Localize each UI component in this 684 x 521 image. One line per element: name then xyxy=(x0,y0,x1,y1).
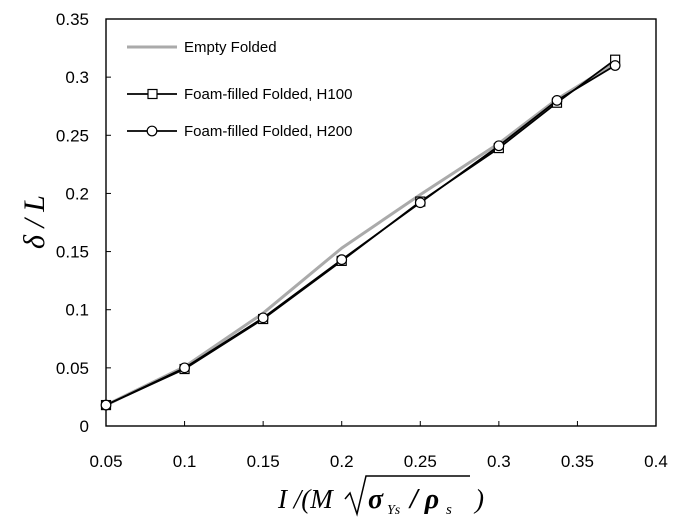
data-point-circle xyxy=(100,399,112,411)
legend: Empty Folded Foam-filled Folded, H100 Foam… xyxy=(127,39,352,140)
data-point-circle xyxy=(609,60,621,71)
data-point-circle xyxy=(336,254,348,266)
legend-marker-circle xyxy=(146,125,158,137)
y-tick-label: 0.1 xyxy=(65,301,89,320)
sigma-subscript: Ys xyxy=(387,503,401,518)
series-layer xyxy=(100,54,621,411)
series-line xyxy=(105,61,616,407)
x-tick-label: 0.1 xyxy=(173,452,197,471)
legend-marker-square xyxy=(147,88,158,100)
legend-label: Empty Folded xyxy=(184,39,277,56)
x-tick-label: 0.35 xyxy=(561,452,594,471)
data-point-circle xyxy=(414,197,426,209)
rho-symbol: / ρ xyxy=(408,484,439,515)
y-tick-label: 0.25 xyxy=(56,126,89,145)
y-tick-label: 0.35 xyxy=(56,10,89,29)
y-tick-label: 0.05 xyxy=(56,359,89,378)
data-point-circle xyxy=(257,312,269,324)
x-tick-label: 0.2 xyxy=(330,452,354,471)
x-title-close: ) xyxy=(473,484,484,514)
x-tick-label: 0.05 xyxy=(89,452,122,471)
x-title-prefix: I /(M xyxy=(277,484,334,514)
x-tick-label: 0.25 xyxy=(404,452,437,471)
data-point-circle xyxy=(179,362,190,374)
y-tick-label: 0.15 xyxy=(56,243,89,262)
x-tick-label: 0.15 xyxy=(247,452,280,471)
rho-subscript: s xyxy=(446,502,452,518)
y-tick-label: 0.2 xyxy=(65,184,89,203)
x-axis-title-formula: I /(M σ Ys / ρ s) xyxy=(277,475,484,518)
legend-label: Foam-filled Folded, H200 xyxy=(184,123,352,140)
series-line xyxy=(105,64,616,406)
ticks: 0.05 0.1 0.15 0.2 0.25 0.3 0.35 0.400.050.10.15… xyxy=(56,10,668,471)
y-axis-title: δ / L xyxy=(18,195,51,249)
data-point-circle xyxy=(551,94,563,106)
sigma-symbol: σ xyxy=(368,484,384,515)
axes xyxy=(105,18,657,427)
x-axis-title: I /(M σ Ys / ρ s) xyxy=(277,475,484,518)
y-tick-label: 0.3 xyxy=(65,68,89,87)
y-axis-title-text: δ / L xyxy=(18,195,51,249)
legend-label: Foam-filled Folded, H100 xyxy=(184,86,352,103)
y-tick-label: 0 xyxy=(80,417,89,436)
x-tick-label: 0.4 xyxy=(644,452,668,471)
data-point-circle xyxy=(493,140,505,152)
plot-frame xyxy=(105,18,657,427)
x-tick-label: 0.3 xyxy=(487,452,511,471)
sqrt-sign xyxy=(344,475,470,517)
